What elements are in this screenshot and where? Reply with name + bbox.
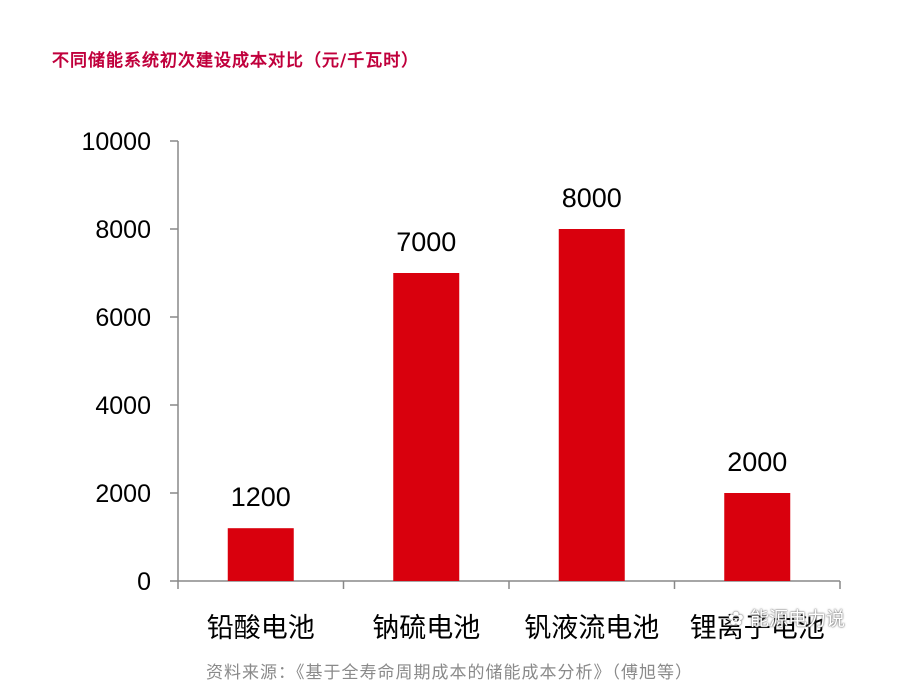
data-label: 8000	[562, 183, 622, 213]
x-category-label: 锂离子电池	[690, 613, 825, 644]
y-tick-label: 8000	[95, 216, 151, 244]
x-category-label: 铅酸电池	[207, 613, 315, 644]
x-category-label: 钒液流电池	[524, 613, 659, 644]
wechat-icon: ✿	[728, 608, 750, 630]
watermark: ✿ 能源电力说	[728, 604, 845, 631]
bar	[558, 229, 625, 581]
data-label: 7000	[396, 227, 456, 257]
x-category-label: 钠硫电池	[372, 613, 480, 644]
chart-title: 不同储能系统初次建设成本对比（元/千瓦时）	[52, 51, 420, 71]
y-tick-label: 0	[137, 568, 151, 596]
data-label: 1200	[231, 482, 291, 512]
bar	[227, 528, 294, 581]
y-tick-label: 4000	[95, 392, 151, 420]
data-label: 2000	[727, 447, 787, 477]
y-tick-label: 10000	[81, 128, 151, 156]
bar	[724, 493, 791, 581]
watermark-text: 能源电力说	[749, 608, 845, 630]
y-tick-label: 6000	[95, 304, 151, 332]
bar	[393, 273, 460, 581]
source-note: 资料来源：《基于全寿命周期成本的储能成本分析》（傅旭等）	[206, 663, 693, 683]
y-tick-label: 2000	[95, 480, 151, 508]
